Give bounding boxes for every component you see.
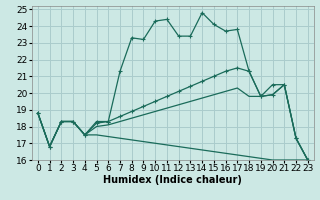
X-axis label: Humidex (Indice chaleur): Humidex (Indice chaleur): [103, 175, 242, 185]
